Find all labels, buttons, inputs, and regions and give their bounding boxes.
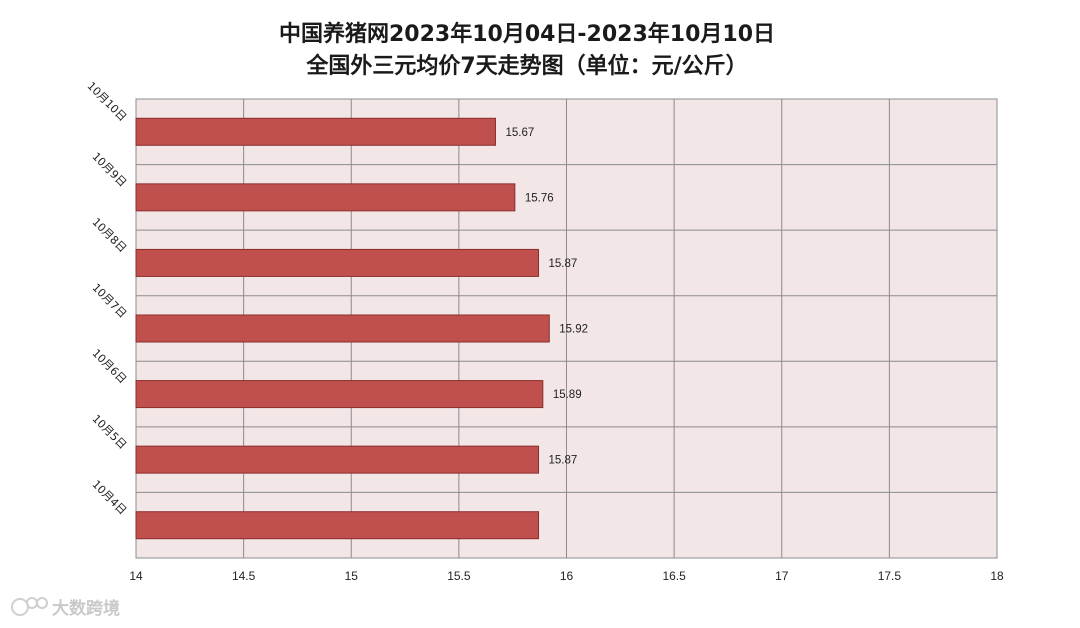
x-tick-label: 18 [990, 569, 1004, 583]
data-label: 15.89 [553, 389, 582, 401]
x-tick-label: 15 [345, 569, 359, 583]
x-tick-label: 17.5 [878, 569, 902, 583]
bar [135, 248, 540, 277]
x-tick-label: 17 [775, 569, 789, 583]
x-tick-label: 14.5 [232, 569, 256, 583]
bar [135, 314, 550, 343]
x-tick-label: 16 [560, 569, 574, 583]
bar [135, 445, 540, 474]
bars [135, 117, 550, 540]
bar [135, 117, 496, 146]
bar [135, 511, 540, 540]
x-axis-ticks: 14 14.5 15 15.5 16 16.5 17 17.5 18 [129, 569, 1004, 583]
category-label: 10月10日 [85, 79, 130, 124]
category-label: 10月4日 [89, 478, 129, 518]
data-label: 15.92 [559, 324, 588, 336]
data-label: 15.67 [505, 127, 534, 139]
category-label: 10月8日 [89, 215, 129, 255]
x-tick-label: 14 [129, 569, 143, 583]
data-label: 15.87 [549, 258, 578, 270]
brand-logo-icon [11, 597, 48, 616]
bar [135, 380, 544, 409]
category-labels: 10月10日 10月9日 10月8日 10月7日 10月6日 10月5日 10月4日 [85, 79, 130, 517]
category-label: 10月9日 [89, 150, 129, 190]
data-label: 15.76 [525, 192, 554, 204]
x-tick-label: 16.5 [662, 569, 686, 583]
category-label: 10月6日 [89, 347, 129, 387]
category-label: 10月7日 [89, 281, 129, 321]
data-label: 15.87 [549, 455, 578, 467]
chart-title-line2: 全国外三元均价7天走势图（单位：元/公斤） [305, 53, 747, 79]
category-label: 10月5日 [89, 412, 129, 452]
grid-lines [135, 99, 998, 558]
chart-title-line1: 中国养猪网2023年10月04日-2023年10月10日 [279, 21, 775, 47]
data-labels: 15.67 15.76 15.87 15.92 15.89 15.87 [505, 127, 588, 467]
x-tick-label: 15.5 [447, 569, 471, 583]
watermark-text: 大数跨境 [52, 598, 120, 619]
bar [135, 183, 516, 212]
watermark: 大数跨境 [11, 597, 120, 619]
